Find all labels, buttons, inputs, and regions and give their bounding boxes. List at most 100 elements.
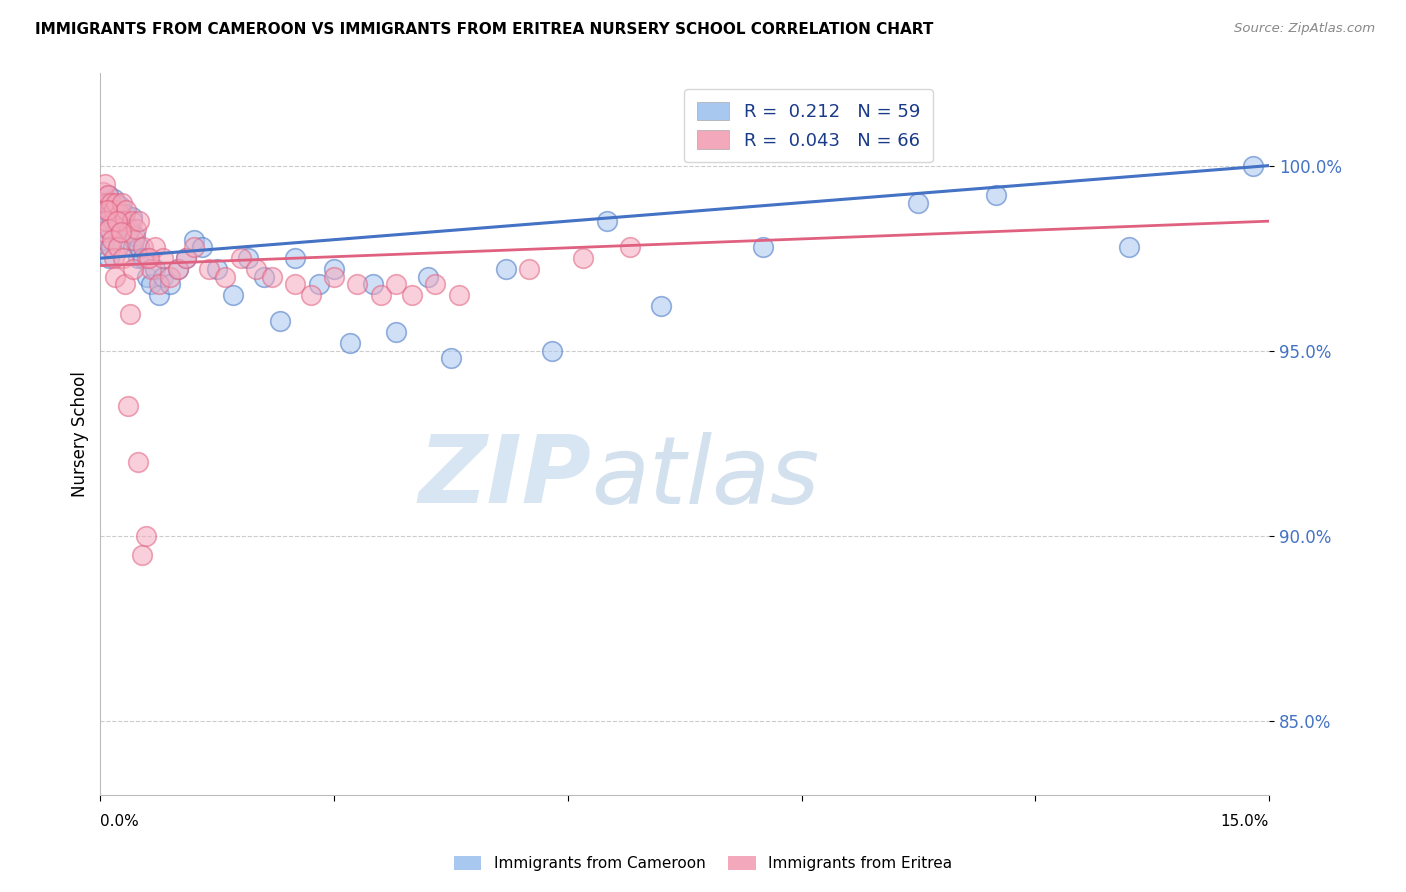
Point — [117, 400, 139, 414]
Point — [128, 214, 150, 228]
Point — [143, 262, 166, 277]
Point — [284, 277, 307, 292]
Point — [205, 262, 228, 277]
Point — [112, 214, 135, 228]
Point — [114, 207, 136, 221]
Point — [103, 202, 125, 217]
Point — [122, 233, 145, 247]
Point — [131, 548, 153, 562]
Point — [96, 195, 118, 210]
Point — [128, 240, 150, 254]
Point — [174, 251, 197, 265]
Point — [96, 214, 118, 228]
Text: atlas: atlas — [591, 432, 820, 523]
Point — [94, 195, 117, 210]
Point — [121, 211, 143, 225]
Point — [440, 351, 463, 366]
Point — [118, 307, 141, 321]
Point — [101, 214, 124, 228]
Point — [100, 240, 122, 254]
Point — [132, 240, 155, 254]
Text: 0.0%: 0.0% — [100, 814, 139, 829]
Point — [425, 277, 447, 292]
Point — [93, 202, 115, 217]
Point — [122, 240, 145, 254]
Point — [1243, 159, 1265, 173]
Point — [183, 233, 205, 247]
Point — [152, 269, 174, 284]
Point — [346, 277, 368, 292]
Point — [229, 251, 252, 265]
Point — [105, 214, 128, 228]
Point — [135, 529, 157, 543]
Legend: R =  0.212   N = 59, R =  0.043   N = 66: R = 0.212 N = 59, R = 0.043 N = 66 — [685, 89, 932, 162]
Point — [416, 269, 439, 284]
Point — [138, 251, 160, 265]
Point — [222, 288, 245, 302]
Point — [107, 240, 129, 254]
Point — [148, 288, 170, 302]
Point — [101, 214, 124, 228]
Point — [103, 251, 125, 265]
Point — [751, 240, 773, 254]
Text: Source: ZipAtlas.com: Source: ZipAtlas.com — [1234, 22, 1375, 36]
Point — [308, 277, 330, 292]
Point — [245, 262, 267, 277]
Point — [152, 251, 174, 265]
Point — [619, 240, 641, 254]
Point — [907, 195, 929, 210]
Point — [299, 288, 322, 302]
Point — [190, 240, 212, 254]
Point — [174, 251, 197, 265]
Point — [110, 225, 132, 239]
Point — [447, 288, 470, 302]
Point — [1118, 240, 1140, 254]
Point — [118, 221, 141, 235]
Point — [284, 251, 307, 265]
Point — [370, 288, 392, 302]
Point — [541, 343, 564, 358]
Point — [111, 251, 134, 265]
Point — [100, 195, 122, 210]
Point — [650, 299, 672, 313]
Point — [97, 221, 120, 235]
Point — [121, 214, 143, 228]
Point — [112, 214, 135, 228]
Point — [125, 221, 148, 235]
Point — [107, 211, 129, 225]
Point — [269, 314, 291, 328]
Point — [124, 229, 146, 244]
Point — [572, 251, 595, 265]
Point — [139, 277, 162, 292]
Point — [94, 214, 117, 228]
Point — [127, 455, 149, 469]
Y-axis label: Nursery School: Nursery School — [72, 371, 89, 497]
Point — [385, 326, 408, 340]
Text: IMMIGRANTS FROM CAMEROON VS IMMIGRANTS FROM ERITREA NURSERY SCHOOL CORRELATION C: IMMIGRANTS FROM CAMEROON VS IMMIGRANTS F… — [35, 22, 934, 37]
Point — [97, 188, 120, 202]
Point — [103, 192, 125, 206]
Point — [100, 240, 122, 254]
Point — [108, 199, 131, 213]
Point — [323, 262, 346, 277]
Point — [136, 269, 159, 284]
Point — [986, 188, 1008, 202]
Point — [238, 251, 260, 265]
Point — [159, 277, 181, 292]
Point — [132, 251, 155, 265]
Point — [96, 202, 118, 217]
Text: 15.0%: 15.0% — [1220, 814, 1270, 829]
Point — [96, 221, 118, 235]
Point — [127, 251, 149, 265]
Point — [97, 188, 120, 202]
Point — [517, 262, 540, 277]
Point — [111, 195, 134, 210]
Point — [136, 251, 159, 265]
Legend: Immigrants from Cameroon, Immigrants from Eritrea: Immigrants from Cameroon, Immigrants fro… — [447, 850, 959, 877]
Point — [104, 195, 127, 210]
Point — [108, 207, 131, 221]
Point — [101, 233, 124, 247]
Point — [596, 214, 619, 228]
Point — [94, 177, 117, 191]
Point — [385, 277, 408, 292]
